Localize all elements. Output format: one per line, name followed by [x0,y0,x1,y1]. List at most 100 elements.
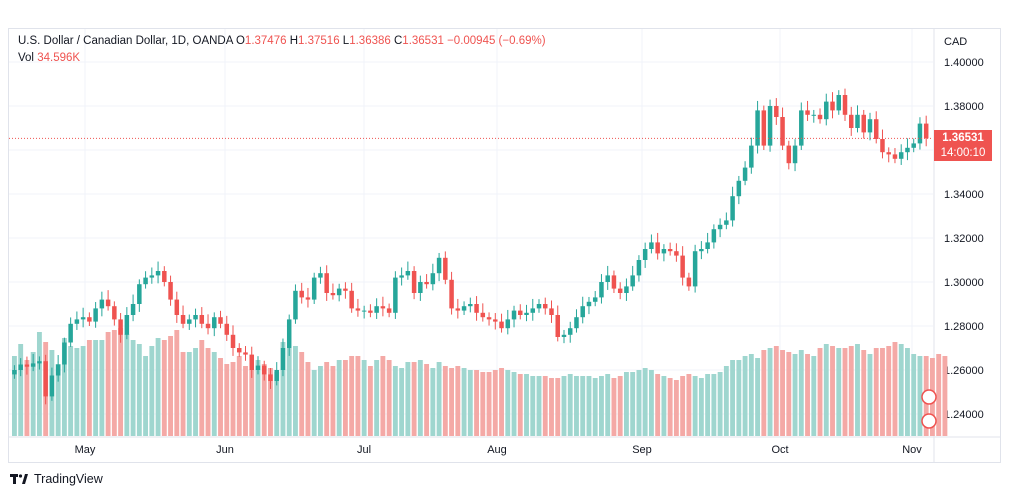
volume-bar [905,348,910,436]
candle-body [692,251,698,287]
volume-bar [936,354,942,436]
volume-bar [417,360,423,436]
candle-body [268,374,273,381]
candle-body [143,277,148,285]
ohlc-legend: U.S. Dollar / Canadian Dollar, 1D, OANDA… [18,35,546,47]
volume-value: 34.596K [37,52,81,64]
candle-body [586,301,592,307]
candle-body [811,114,817,116]
volume-bar [855,344,860,436]
volume-bar [205,348,211,436]
candle-body [468,304,473,307]
volume-bar [661,376,667,436]
volume-bar [230,362,236,436]
volume-bar [349,356,355,436]
volume-bar [380,356,386,436]
volume-bar [74,348,80,436]
candle-body [655,242,660,254]
us-flag-event-icon[interactable] [921,389,937,405]
volume-bar [367,366,373,436]
brand[interactable]: TradingView [10,472,103,486]
candle-body [361,310,367,312]
candle-body [43,361,48,397]
volume-bar [218,358,223,436]
volume-bar [711,374,717,436]
candle-body [742,167,748,181]
volume-label: Vol [18,52,34,64]
volume-bar [355,356,361,436]
volume-bar [211,352,217,436]
candle-body [724,220,729,225]
volume-bar [698,378,704,436]
candle-body [561,334,567,337]
x-axis-tick-label: Sep [632,444,652,456]
volume-bar [168,336,173,436]
high-value: 1.37516 [298,35,340,47]
volume-bar [705,374,711,436]
volume-bar [330,366,336,436]
candle-body [805,110,810,115]
volume-bar [305,362,311,436]
candle-body [87,317,92,322]
volume-bar [580,376,586,436]
candle-body [511,310,517,320]
candle-body [873,119,879,139]
volume-bar [236,356,242,436]
candle-body [480,312,486,318]
volume-bar [149,346,155,436]
volume-bar [449,368,455,436]
candle-body [711,229,717,243]
volume-bar [536,376,542,436]
candle-body [493,319,498,322]
volume-bar [673,380,679,436]
ca-flag-event-icon[interactable] [921,413,937,429]
candle-body [636,260,642,276]
candle-body [55,364,61,376]
volume-bar [86,340,92,436]
volume-bar [161,340,167,436]
candle-body [155,271,161,276]
volume-bar [24,360,30,436]
candle-body [617,288,623,293]
volume-bar [199,340,205,436]
volume-bar [723,366,729,436]
x-axis-tick-label: Jun [216,444,234,456]
candle-body [130,304,136,315]
candle-body [799,110,804,146]
volume-bar [867,354,873,436]
volume-bar [761,350,767,436]
volume-bar [561,376,567,436]
y-axis-tick-label: 1.38000 [944,101,984,113]
volume-bar [249,370,255,436]
candle-body [536,304,542,309]
candle-body [218,317,223,324]
candle-body [630,275,635,287]
candle-body [411,271,417,293]
volume-bar [136,344,142,436]
volume-bar [798,350,804,436]
candle-body [37,361,42,364]
candle-body [886,152,891,155]
volume-bar [12,356,17,436]
candle-body [280,348,286,370]
candle-body [499,321,504,329]
y-axis-tick-label: 1.32000 [944,233,984,245]
candle-body [549,308,554,315]
candle-body [699,249,704,252]
volume-bar [255,360,261,436]
candle-body [849,114,854,128]
candle-body [855,114,860,128]
candle-body [780,117,785,146]
low-value: 1.36386 [349,35,391,47]
candle-body [674,251,679,256]
y-axis-tick-label: 1.30000 [944,277,984,289]
candle-body [774,106,779,117]
candle-body [49,375,55,397]
candle-body [299,290,304,298]
y-axis-tick-label: 1.28000 [944,321,984,333]
candle-body [680,255,685,278]
candle-body [430,273,436,285]
volume-bar [118,328,124,436]
candle-body [174,299,180,315]
